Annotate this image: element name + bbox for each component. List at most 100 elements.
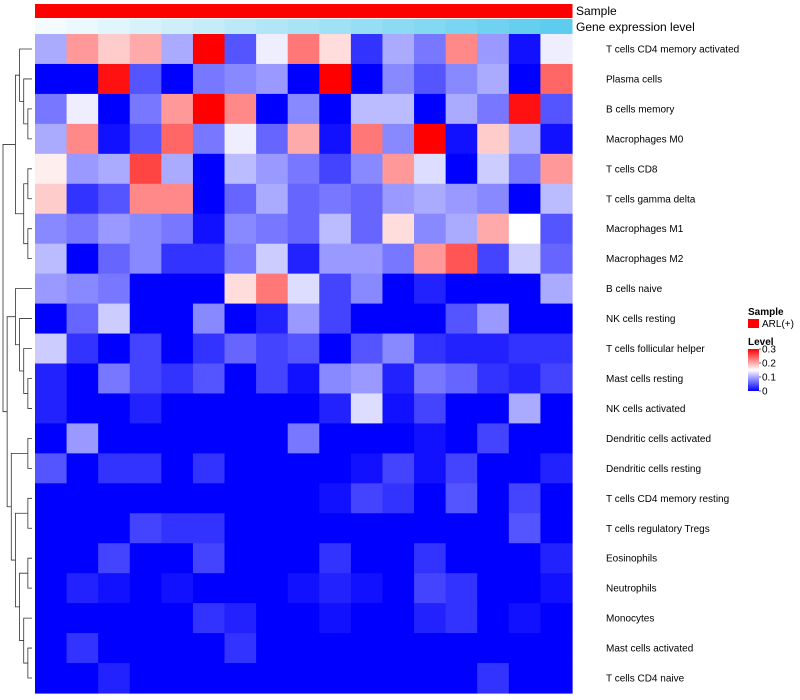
heatmap-cell [66,423,99,454]
heatmap-cell [350,153,384,185]
heatmap-cell [477,243,510,275]
heatmap-cell [224,513,257,544]
heatmap-cell [287,333,320,365]
heatmap-cell [477,603,510,634]
heatmap-cell [129,303,162,335]
heatmap-cell [161,513,194,544]
heatmap-cell [224,34,257,65]
heatmap-cell [540,153,573,185]
heatmap-cell [508,183,542,215]
expression-annotation-cell [414,19,447,34]
heatmap-cell [540,663,573,694]
heatmap-cell [350,483,384,514]
heatmap-cell [35,573,68,604]
heatmap-cell [98,183,131,215]
heatmap-cell [256,603,289,634]
row-label: NK cells activated [606,404,685,415]
heatmap-cell [414,213,447,245]
heatmap-cell [35,63,68,95]
heatmap-cell [477,423,510,454]
heatmap-cell [98,303,131,335]
heatmap-cell [414,513,447,544]
heatmap-cell [192,123,226,155]
heatmap-cell [414,183,447,215]
expression-annotation-cell [287,19,320,34]
heatmap-cell [287,543,320,574]
heatmap-cell [129,633,162,664]
row-label: Plasma cells [606,74,662,85]
heatmap-cell [508,153,542,185]
heatmap-cell [192,183,226,215]
heatmap-cell [287,423,320,454]
heatmap-cell [319,363,352,395]
heatmap-cell [350,183,384,215]
heatmap-cell [66,453,99,484]
heatmap-cell [98,63,131,95]
heatmap-cell [508,34,542,65]
expression-annotation-cell [508,19,541,34]
heatmap-cell [540,603,573,634]
row-label: Neutrophils [606,584,657,595]
heatmap-cell [129,453,162,484]
heatmap-cell [35,513,68,544]
heatmap-cell [287,273,320,305]
heatmap-cell [161,243,194,275]
heatmap-cell [540,393,573,425]
dendrogram-branch [19,318,32,372]
heatmap-cell [287,633,320,664]
heatmap-cell [224,603,257,634]
sample-annotation-cell [192,4,226,18]
heatmap-cell [98,393,131,425]
heatmap-cell [350,34,384,65]
heatmap-cell [445,423,478,454]
row-label: NK cells resting [606,314,675,325]
heatmap-cell [350,303,384,335]
heatmap-cell [350,333,384,365]
heatmap-cell [508,483,542,514]
heatmap-cell [445,123,478,155]
heatmap-cell [382,273,415,305]
heatmap-cell [35,273,68,305]
heatmap-cell [98,603,131,634]
heatmap-cell [287,213,320,245]
heatmap-cell [445,393,478,425]
heatmap-cell [192,93,226,125]
heatmap-cell [508,663,542,694]
heatmap-cell [382,363,415,395]
heatmap-cell [445,63,478,95]
heatmap-cell [319,423,352,454]
heatmap-cell [319,453,352,484]
expression-annotation-cell [382,19,415,34]
heatmap-cell [256,573,289,604]
heatmap-cell [98,423,131,454]
heatmap-cell [66,513,99,544]
heatmap-cell [256,363,289,395]
heatmap-cell [98,663,131,694]
heatmap-cell [350,603,384,634]
heatmap-cell [350,393,384,425]
heatmap-cell [256,63,289,95]
heatmap-cell [477,513,510,544]
heatmap-cell [256,423,289,454]
heatmap-cell [66,483,99,514]
heatmap-cell [477,273,510,305]
heatmap-cell [66,543,99,574]
heatmap-cell [445,34,478,65]
heatmap-cell [319,123,352,155]
dendrogram-branch [19,48,32,102]
heatmap-cell [350,363,384,395]
heatmap-cell [287,183,320,215]
heatmap-cell [256,393,289,425]
heatmap-cell [192,213,226,245]
heatmap-cell [98,333,131,365]
heatmap-cell [66,34,99,65]
heatmap-cell [382,423,415,454]
heatmap-cell [508,513,542,544]
heatmap-cell [98,513,131,544]
row-label: T cells CD4 memory resting [606,494,729,505]
heatmap-cell [319,303,352,335]
heatmap-cell [287,393,320,425]
heatmap-cell [129,603,162,634]
heatmap-cell [161,153,194,185]
heatmap-cell [129,153,162,185]
